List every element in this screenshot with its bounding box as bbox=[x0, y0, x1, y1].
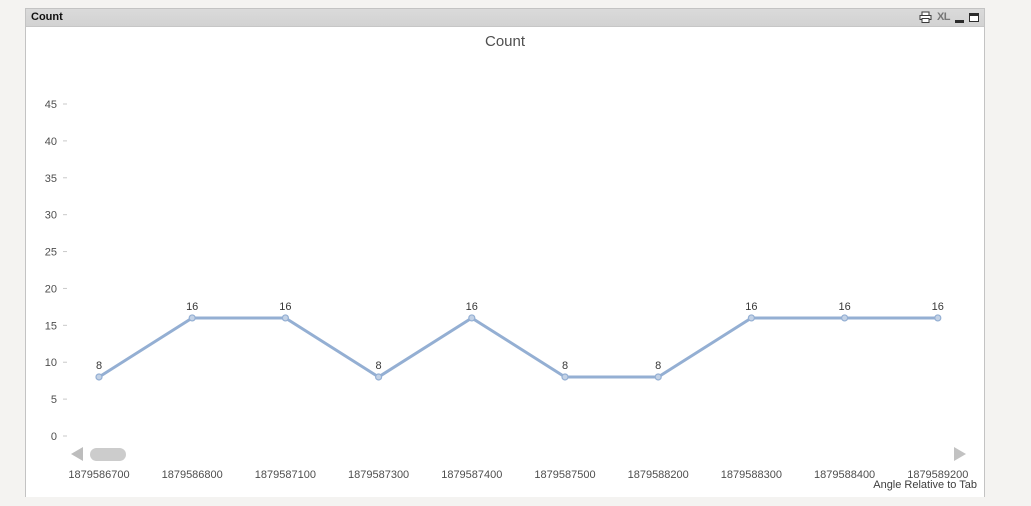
maximize-icon[interactable] bbox=[969, 11, 979, 24]
data-point-marker[interactable] bbox=[934, 314, 942, 322]
data-point-marker[interactable] bbox=[375, 373, 383, 381]
excel-export-icon[interactable]: XL bbox=[936, 11, 951, 23]
x-tick-label: 1879586800 bbox=[162, 469, 223, 481]
data-point-label: 16 bbox=[745, 301, 757, 313]
data-point-marker[interactable] bbox=[561, 373, 569, 381]
x-tick-label: 1879587500 bbox=[534, 469, 595, 481]
data-point-marker[interactable] bbox=[840, 314, 849, 322]
y-tick-label: 25 bbox=[45, 247, 57, 259]
data-point-marker[interactable] bbox=[188, 314, 196, 322]
x-tick-label: 1879588300 bbox=[721, 469, 782, 481]
x-scrollbar-thumb[interactable] bbox=[90, 448, 126, 461]
chart-area: Count 0 5 10 15 20 25 30 35 40 45 1879586700 187958… bbox=[26, 27, 984, 497]
window-title: Count bbox=[31, 11, 63, 23]
x-tick-label: 1879588200 bbox=[628, 469, 689, 481]
data-point-marker[interactable] bbox=[654, 373, 662, 381]
y-tick-label: 5 bbox=[51, 394, 57, 406]
x-tick-label: 1879587300 bbox=[348, 469, 409, 481]
data-point-label: 16 bbox=[466, 301, 478, 313]
y-tick-label: 10 bbox=[45, 357, 57, 369]
y-tick-label: 0 bbox=[51, 431, 57, 443]
caption-icons: XL bbox=[919, 11, 979, 24]
y-tick-label: 45 bbox=[45, 99, 57, 111]
x-tick-label: 1879588400 bbox=[814, 469, 875, 481]
x-tick-label: 1879586700 bbox=[68, 469, 129, 481]
y-tick-label: 15 bbox=[45, 320, 57, 332]
data-point-label: 16 bbox=[279, 301, 291, 313]
print-icon[interactable] bbox=[919, 11, 932, 24]
x-tick-label: 1879587100 bbox=[255, 469, 316, 481]
chart-title: Count bbox=[484, 33, 526, 50]
data-point-marker[interactable] bbox=[281, 314, 289, 322]
x-axis-title: Angle Relative to Tab bbox=[873, 479, 977, 491]
y-tick-label: 30 bbox=[45, 210, 57, 222]
data-point-label: 16 bbox=[186, 301, 198, 313]
data-point-marker[interactable] bbox=[95, 373, 103, 381]
data-point-marker[interactable] bbox=[747, 314, 756, 322]
y-tick-label: 40 bbox=[45, 136, 57, 148]
x-tick-label: 1879589200 bbox=[907, 469, 968, 481]
scroll-right-arrow-icon[interactable] bbox=[954, 447, 966, 461]
chart-window: Count XL Count 0 5 10 15 20 25 30 35 40 45 1879586… bbox=[25, 8, 985, 497]
data-point-label: 8 bbox=[655, 360, 661, 372]
y-tick-label: 35 bbox=[45, 173, 57, 185]
window-titlebar[interactable]: Count XL bbox=[26, 9, 984, 27]
data-point-label: 8 bbox=[562, 360, 568, 372]
data-point-label: 8 bbox=[96, 360, 102, 372]
data-point-label: 16 bbox=[838, 301, 850, 313]
data-line[interactable] bbox=[97, 316, 940, 379]
minimize-icon[interactable] bbox=[955, 11, 964, 24]
data-point-label: 16 bbox=[932, 301, 944, 313]
data-point-marker[interactable] bbox=[468, 314, 476, 322]
y-tick-label: 20 bbox=[45, 283, 57, 295]
line-plot[interactable]: 0 5 10 15 20 25 30 35 40 45 1879586700 1879586800 18… bbox=[26, 27, 984, 497]
scroll-left-arrow-icon[interactable] bbox=[71, 447, 83, 461]
x-tick-label: 1879587400 bbox=[441, 469, 502, 481]
data-point-label: 8 bbox=[376, 360, 382, 372]
